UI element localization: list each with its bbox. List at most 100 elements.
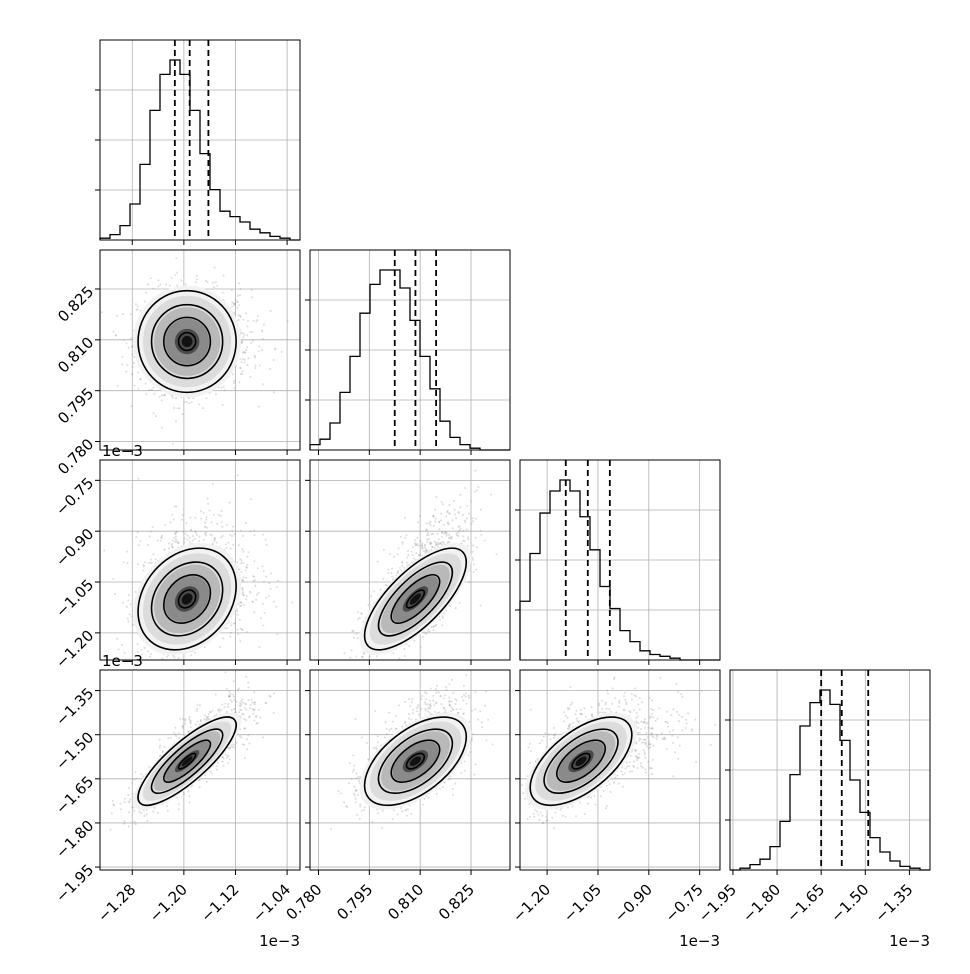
scatter-point bbox=[433, 516, 435, 518]
scatter-point bbox=[421, 544, 423, 546]
scatter-point bbox=[239, 735, 241, 737]
scatter-point bbox=[189, 541, 191, 543]
scatter-point bbox=[368, 604, 370, 606]
scatter-point bbox=[184, 401, 186, 403]
scatter-point bbox=[248, 551, 250, 553]
scatter-point bbox=[128, 826, 130, 828]
scatter-point bbox=[259, 365, 261, 367]
scatter-point bbox=[135, 823, 137, 825]
scatter-point bbox=[225, 547, 227, 549]
scatter-point bbox=[241, 548, 243, 550]
scatter-point bbox=[184, 723, 186, 725]
scatter-point bbox=[242, 370, 244, 372]
scatter-point bbox=[480, 530, 482, 532]
scatter-point bbox=[243, 352, 245, 354]
scatter-point bbox=[260, 617, 262, 619]
scatter-point bbox=[178, 657, 180, 659]
y-tick-label: −1.05 bbox=[52, 576, 97, 621]
scatter-point bbox=[425, 632, 427, 634]
scatter-point bbox=[240, 373, 242, 375]
scatter-point bbox=[185, 522, 187, 524]
scatter-point bbox=[140, 310, 142, 312]
scatter-point bbox=[387, 569, 389, 571]
scatter-point bbox=[121, 356, 123, 358]
scatter-point bbox=[273, 391, 275, 393]
scatter-point bbox=[245, 522, 247, 524]
scatter-point bbox=[269, 368, 271, 370]
scatter-point bbox=[150, 277, 152, 279]
scatter-point bbox=[258, 346, 260, 348]
scatter-point bbox=[150, 559, 152, 561]
scatter-point bbox=[205, 534, 207, 536]
scatter-point bbox=[428, 534, 430, 536]
scatter-point bbox=[249, 592, 251, 594]
scatter-point bbox=[240, 316, 242, 318]
scatter-point bbox=[438, 538, 440, 540]
scatter-point bbox=[484, 540, 486, 542]
scatter-point bbox=[404, 655, 406, 657]
scatter-point bbox=[458, 511, 460, 513]
scatter-point bbox=[245, 312, 247, 314]
scatter-point bbox=[219, 646, 221, 648]
scatter-point bbox=[233, 623, 235, 625]
scatter-point bbox=[438, 521, 440, 523]
scatter-point bbox=[113, 804, 115, 806]
y-tick-label: −0.75 bbox=[52, 474, 97, 519]
scatter-point bbox=[252, 601, 254, 603]
scatter-point bbox=[377, 561, 379, 563]
scatter-point bbox=[239, 358, 241, 360]
scatter-point bbox=[438, 528, 440, 530]
scatter-point bbox=[153, 412, 155, 414]
scatter-point bbox=[185, 283, 187, 285]
scatter-point bbox=[162, 752, 164, 754]
scatter-point bbox=[175, 274, 177, 276]
scatter-point bbox=[480, 509, 482, 511]
scatter-point bbox=[470, 500, 472, 502]
scatter-point bbox=[416, 543, 418, 545]
scatter-point bbox=[129, 338, 131, 340]
scatter-point bbox=[473, 563, 475, 565]
scatter-point bbox=[237, 614, 239, 616]
scatter-point bbox=[196, 708, 198, 710]
scatter-point bbox=[474, 491, 476, 493]
scatter-point bbox=[240, 571, 242, 573]
scatter-point bbox=[226, 757, 228, 759]
scatter-point bbox=[253, 560, 255, 562]
scatter-point bbox=[194, 652, 196, 654]
scatter-point bbox=[408, 554, 410, 556]
scatter-point bbox=[221, 526, 223, 528]
scatter-point bbox=[243, 576, 245, 578]
scatter-point bbox=[273, 359, 275, 361]
scatter-point bbox=[259, 717, 261, 719]
scatter-point bbox=[408, 645, 410, 647]
scatter-point bbox=[251, 331, 253, 333]
scatter-point bbox=[401, 561, 403, 563]
scatter-point bbox=[443, 613, 445, 615]
scatter-point bbox=[455, 517, 457, 519]
scatter-point bbox=[349, 657, 351, 659]
scatter-point bbox=[412, 554, 414, 556]
scatter-point bbox=[236, 307, 238, 309]
scatter-point bbox=[137, 563, 139, 565]
scatter-point bbox=[133, 356, 135, 358]
scatter-point bbox=[216, 769, 218, 771]
histogram-step bbox=[730, 690, 930, 870]
scatter-point bbox=[459, 506, 461, 508]
scatter-point bbox=[166, 656, 168, 658]
scatter-point bbox=[435, 518, 437, 520]
x-tick-label: −1.35 bbox=[871, 880, 916, 925]
scatter-point bbox=[199, 536, 201, 538]
scatter-point bbox=[397, 571, 399, 573]
scatter-point bbox=[426, 534, 428, 536]
scatter-point bbox=[131, 337, 133, 339]
scatter-point bbox=[442, 617, 444, 619]
scatter-point bbox=[452, 519, 454, 521]
scatter-point bbox=[126, 342, 128, 344]
scatter-point bbox=[222, 535, 224, 537]
scatter-point bbox=[441, 624, 443, 626]
scatter-point bbox=[413, 557, 415, 559]
scatter-point bbox=[239, 640, 241, 642]
marginal-panel-3: −1.95−1.80−1.65−1.50−1.35 bbox=[695, 670, 930, 926]
